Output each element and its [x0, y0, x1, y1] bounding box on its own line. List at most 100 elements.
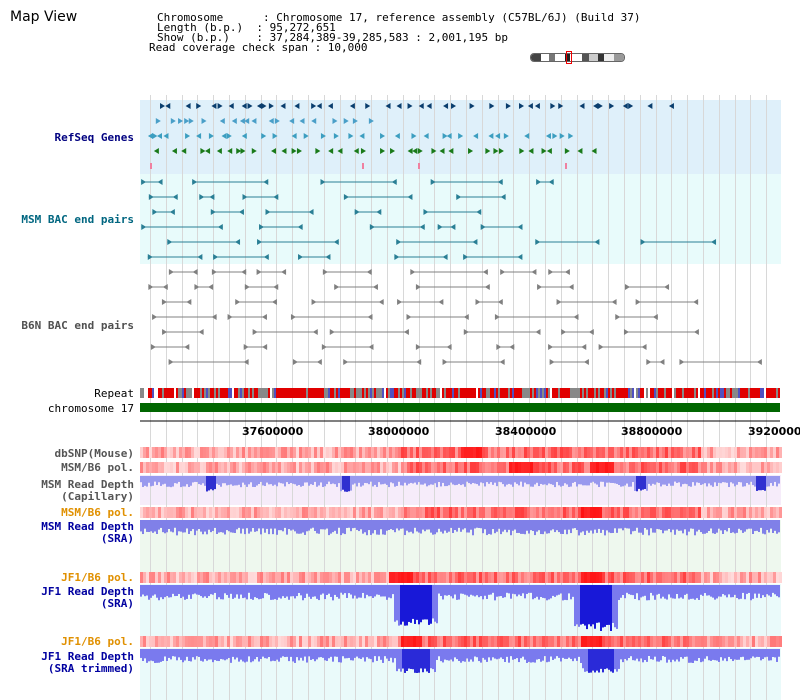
repeat-segment — [620, 388, 622, 398]
depth-bar — [310, 649, 312, 660]
heat-cell — [614, 507, 617, 518]
repeat-segment — [176, 388, 178, 398]
depth-bar — [390, 585, 392, 599]
heat-cell — [557, 462, 560, 473]
depth-bar — [682, 585, 684, 599]
heat-cell — [620, 462, 623, 473]
depth-bar — [570, 649, 572, 659]
jf1-b6-pol-label[interactable]: JF1/B6 pol. — [61, 571, 134, 584]
heat-cell — [749, 507, 752, 518]
heat-cell — [191, 636, 194, 647]
msm-bac-label[interactable]: MSM BAC end pairs — [21, 213, 134, 226]
depth-bar — [692, 649, 694, 663]
heat-cell — [530, 507, 533, 518]
heat-cell — [164, 507, 167, 518]
heat-cell — [515, 636, 518, 647]
repeat-segment — [306, 388, 308, 398]
depth-bar — [288, 585, 290, 600]
heat-cell — [545, 507, 548, 518]
depth-bar — [462, 585, 464, 594]
jf1-depth-trimmed-label[interactable]: JF1 Read Depth — [41, 650, 134, 663]
depth-bar — [616, 520, 618, 533]
repeat-segment — [492, 388, 494, 398]
depth-peak-bar — [420, 585, 422, 623]
gene-marker — [231, 118, 237, 124]
bac-end-marker — [517, 224, 523, 230]
heat-cell — [317, 636, 320, 647]
depth-bar — [436, 520, 438, 533]
b6n-bac-label[interactable]: B6N BAC end pairs — [21, 319, 134, 332]
repeat-segment — [186, 388, 188, 398]
heat-cell — [497, 447, 500, 458]
depth-bar — [246, 520, 248, 529]
msm-b6-pol-label[interactable]: MSM/B6 pol. — [61, 461, 134, 474]
msm-b6-pol-sra-label[interactable]: MSM/B6 pol. — [61, 506, 134, 519]
heat-cell — [626, 636, 629, 647]
depth-bar — [238, 520, 240, 528]
heat-cell — [533, 462, 536, 473]
depth-bar — [312, 585, 314, 597]
repeat-segment — [684, 388, 686, 398]
heat-cell — [545, 462, 548, 473]
depth-peak-bar — [414, 585, 416, 624]
heat-cell — [227, 572, 230, 583]
msm-depth-capillary-label[interactable]: MSM Read Depth — [41, 478, 134, 491]
heat-cell — [269, 462, 272, 473]
heat-cell — [425, 507, 428, 518]
msm-depth-sra-label[interactable]: MSM Read Depth — [41, 520, 134, 533]
heat-cell — [746, 447, 749, 458]
depth-bar — [256, 520, 258, 532]
depth-bar — [322, 520, 324, 530]
heat-cell — [704, 507, 707, 518]
depth-bar — [294, 476, 296, 485]
heat-cell — [713, 636, 716, 647]
heat-cell — [569, 462, 572, 473]
jf1-depth-sra-label[interactable]: JF1 Read Depth — [41, 585, 134, 598]
depth-bar — [620, 520, 622, 529]
chromosome-ideogram[interactable] — [530, 53, 625, 62]
depth-bar — [400, 476, 402, 486]
depth-bar — [206, 649, 208, 661]
gene-marker — [528, 148, 534, 154]
bac-end-marker — [208, 284, 214, 290]
repeat-segment — [380, 388, 382, 398]
bac-end-marker — [227, 314, 233, 320]
gene-marker — [451, 103, 457, 109]
depth-bar — [264, 476, 266, 487]
depth-bar — [544, 520, 546, 532]
heat-cell — [494, 447, 497, 458]
depth-bar — [496, 585, 498, 597]
depth-bar — [384, 476, 386, 484]
bac-end-marker — [397, 299, 403, 305]
depth-bar — [698, 649, 700, 659]
heat-cell — [263, 507, 266, 518]
gene-marker — [668, 103, 674, 109]
depth-bar — [432, 476, 434, 485]
depth-bar — [398, 520, 400, 531]
repeat-segment — [300, 388, 302, 398]
dbsnp-label[interactable]: dbSNP(Mouse) — [54, 447, 134, 460]
depth-bar — [714, 520, 716, 534]
depth-bar — [162, 585, 164, 600]
heat-cell — [716, 507, 719, 518]
depth-bar — [418, 476, 420, 483]
depth-bar — [704, 649, 706, 659]
depth-bar — [246, 476, 248, 487]
heat-cell — [680, 507, 683, 518]
depth-bar — [718, 649, 720, 662]
depth-bar — [444, 520, 446, 531]
depth-bar — [544, 476, 546, 485]
heat-cell — [275, 572, 278, 583]
gene-marker — [503, 133, 509, 139]
heat-cell — [773, 462, 776, 473]
heat-cell — [695, 462, 698, 473]
heat-cell — [608, 636, 611, 647]
jf1-b6-pol-trimmed-label[interactable]: JF1/B6 pol. — [61, 635, 134, 648]
depth-bar — [488, 520, 490, 534]
depth-bar — [518, 476, 520, 486]
ideogram-position-marker[interactable] — [566, 51, 572, 64]
depth-bar — [230, 476, 232, 485]
heat-cell — [491, 447, 494, 458]
bac-end-marker — [711, 239, 717, 245]
refseq-genes-label[interactable]: RefSeq Genes — [54, 131, 134, 144]
